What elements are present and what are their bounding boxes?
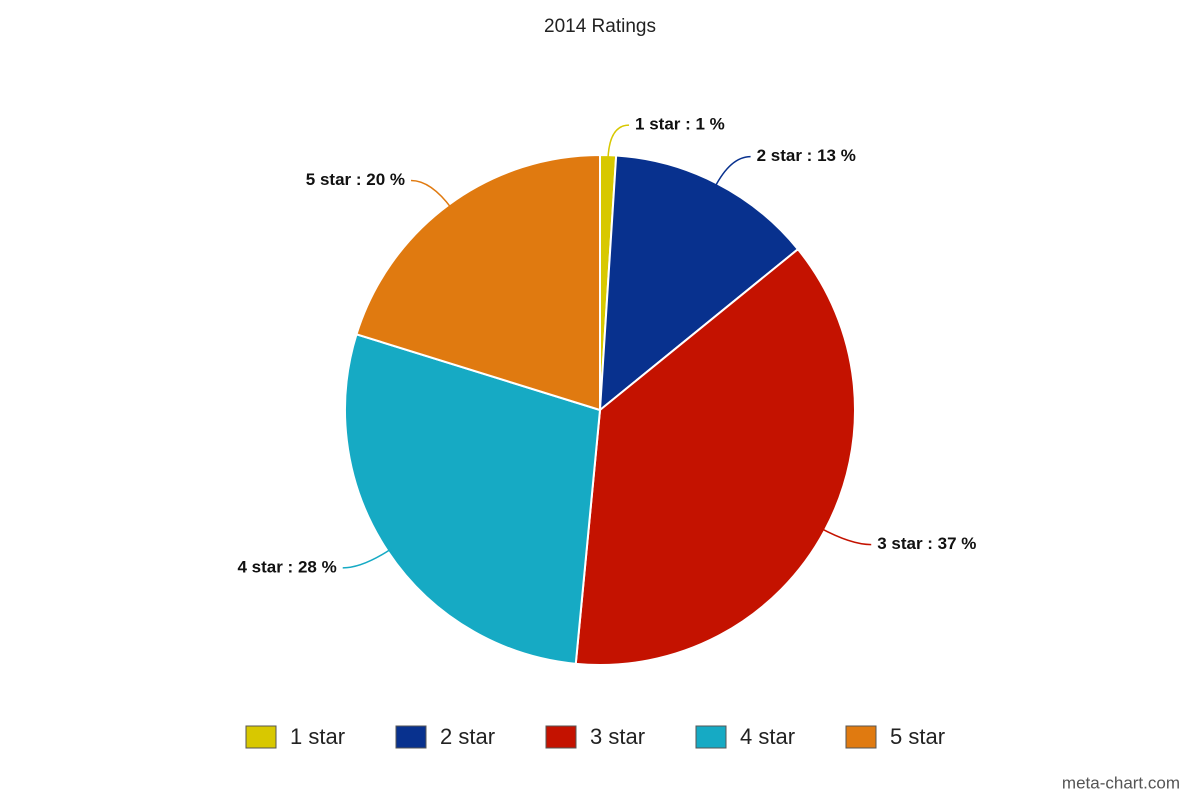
legend-swatch xyxy=(245,725,277,749)
legend-label: 3 star xyxy=(590,724,645,749)
connector xyxy=(713,155,751,189)
legend-swatch xyxy=(395,725,427,749)
data-label: 4 star : 28 % xyxy=(237,557,336,576)
credit: meta-chart.com xyxy=(1062,773,1180,792)
legend-swatch xyxy=(695,725,727,749)
connector xyxy=(410,179,453,210)
connector xyxy=(342,547,393,569)
chart-title: 2014 Ratings xyxy=(544,16,656,37)
connector xyxy=(607,124,630,161)
legend-label: 4 star xyxy=(740,724,795,749)
data-label: 1 star : 1 % xyxy=(635,115,725,134)
data-label: 5 star : 20 % xyxy=(306,170,405,189)
legend-label: 1 star xyxy=(290,724,345,749)
legend-label: 2 star xyxy=(440,724,495,749)
legend-label: 5 star xyxy=(890,724,945,749)
data-label: 2 star : 13 % xyxy=(757,146,856,165)
data-label: 3 star : 37 % xyxy=(877,534,976,553)
legend-swatch xyxy=(545,725,577,749)
connector xyxy=(820,527,872,546)
legend-swatch xyxy=(845,725,877,749)
